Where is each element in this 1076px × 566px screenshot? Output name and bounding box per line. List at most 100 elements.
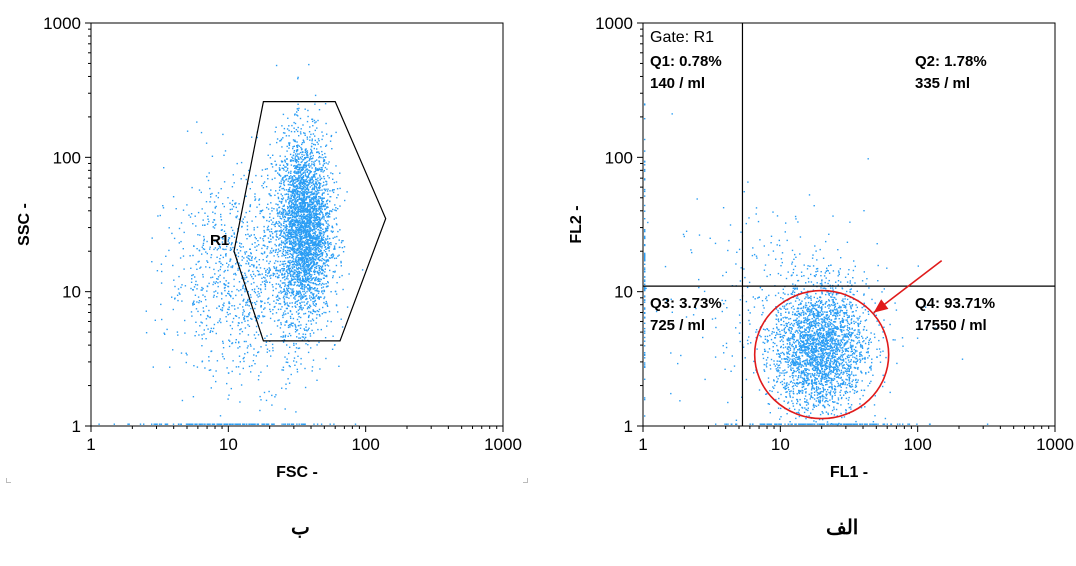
scatter-point bbox=[292, 256, 294, 258]
scatter-point bbox=[162, 205, 164, 207]
scatter-point bbox=[292, 258, 295, 260]
scatter-point bbox=[319, 296, 321, 298]
scatter-point bbox=[327, 247, 329, 249]
scatter-point bbox=[284, 234, 287, 236]
scatter-point bbox=[317, 234, 319, 236]
scatter-point bbox=[335, 207, 337, 209]
scatter-point bbox=[309, 170, 311, 172]
scatter-point bbox=[315, 317, 318, 319]
scatter-point bbox=[306, 180, 309, 182]
scatter-point bbox=[247, 291, 249, 293]
scatter-point bbox=[325, 212, 327, 215]
scatter-point bbox=[290, 253, 292, 256]
scatter-point bbox=[783, 374, 785, 377]
scatter-point bbox=[315, 223, 317, 226]
scatter-point bbox=[260, 399, 262, 401]
scatter-point bbox=[289, 190, 291, 192]
scatter-point bbox=[296, 227, 298, 229]
scatter-point bbox=[201, 253, 203, 255]
scatter-point bbox=[299, 238, 301, 240]
scatter-point bbox=[293, 342, 295, 345]
scatter-point bbox=[307, 268, 309, 271]
scatter-point bbox=[301, 200, 304, 202]
scatter-point bbox=[214, 273, 216, 275]
scatter-point bbox=[294, 190, 296, 192]
scatter-point bbox=[269, 194, 271, 197]
scatter-point bbox=[257, 334, 260, 336]
scatter-point bbox=[317, 200, 319, 202]
scatter-point bbox=[174, 297, 176, 299]
scatter-point bbox=[246, 315, 248, 318]
scatter-point bbox=[344, 199, 346, 202]
scatter-point bbox=[320, 246, 322, 248]
scatter-point bbox=[280, 160, 283, 162]
scatter-point bbox=[299, 284, 301, 286]
scatter-point bbox=[291, 292, 293, 295]
scatter-point bbox=[289, 142, 291, 144]
scatter-point bbox=[277, 251, 279, 254]
scatter-point bbox=[296, 255, 298, 257]
scatter-point bbox=[299, 306, 302, 309]
scatter-point bbox=[292, 231, 295, 234]
scatter-point bbox=[776, 315, 778, 317]
scatter-point bbox=[300, 158, 302, 160]
scatter-point bbox=[202, 273, 204, 276]
scatter-point bbox=[281, 235, 283, 237]
scatter-point bbox=[296, 199, 298, 201]
scatter-point bbox=[300, 185, 302, 187]
scatter-point bbox=[241, 277, 243, 279]
scatter-point bbox=[318, 205, 320, 207]
scatter-point bbox=[201, 289, 203, 291]
scatter-point bbox=[300, 260, 302, 262]
scatter-point bbox=[282, 167, 285, 170]
scatter-point bbox=[192, 254, 194, 257]
scatter-point bbox=[297, 278, 299, 280]
scatter-point bbox=[300, 192, 302, 194]
scatter-point bbox=[845, 378, 847, 381]
scatter-point bbox=[290, 172, 292, 174]
scatter-point bbox=[290, 200, 292, 203]
scatter-point bbox=[314, 225, 316, 227]
scatter-point bbox=[300, 210, 302, 212]
scatter-point bbox=[301, 221, 303, 223]
scatter-point bbox=[306, 257, 308, 260]
scatter-point bbox=[319, 163, 321, 165]
scatter-point bbox=[318, 224, 321, 226]
scatter-point bbox=[304, 172, 306, 174]
scatter-point bbox=[315, 231, 317, 233]
scatter-point bbox=[824, 397, 826, 399]
scatter-point bbox=[294, 223, 296, 225]
scatter-point bbox=[800, 376, 802, 379]
scatter-point bbox=[312, 205, 314, 208]
scatter-point bbox=[258, 375, 260, 377]
scatter-point bbox=[313, 262, 315, 264]
scatter-point bbox=[201, 246, 203, 248]
scatter-point bbox=[298, 229, 300, 232]
scatter-point bbox=[267, 178, 269, 180]
scatter-point bbox=[314, 216, 316, 218]
scatter-point bbox=[285, 277, 288, 280]
scatter-point bbox=[342, 251, 345, 253]
scatter-point bbox=[327, 238, 329, 240]
scatter-point bbox=[300, 213, 303, 216]
scatter-point bbox=[294, 219, 297, 222]
scatter-point bbox=[330, 172, 332, 174]
scatter-point bbox=[280, 308, 282, 310]
scatter-point bbox=[309, 230, 311, 232]
scatter-point bbox=[228, 237, 231, 239]
scatter-point bbox=[328, 257, 331, 259]
scatter-point bbox=[306, 222, 308, 225]
scatter-point bbox=[316, 204, 319, 206]
scatter-point bbox=[798, 412, 800, 415]
scatter-point bbox=[315, 217, 318, 219]
scatter-point bbox=[295, 326, 297, 328]
scatter-point bbox=[296, 290, 298, 292]
scatter-point bbox=[291, 210, 293, 212]
scatter-point bbox=[306, 215, 308, 218]
scatter-point bbox=[303, 328, 305, 330]
scatter-point bbox=[308, 268, 310, 270]
scatter-point bbox=[314, 190, 316, 192]
scatter-point bbox=[312, 211, 314, 214]
scatter-point bbox=[241, 294, 243, 296]
scatter-point bbox=[250, 283, 253, 285]
